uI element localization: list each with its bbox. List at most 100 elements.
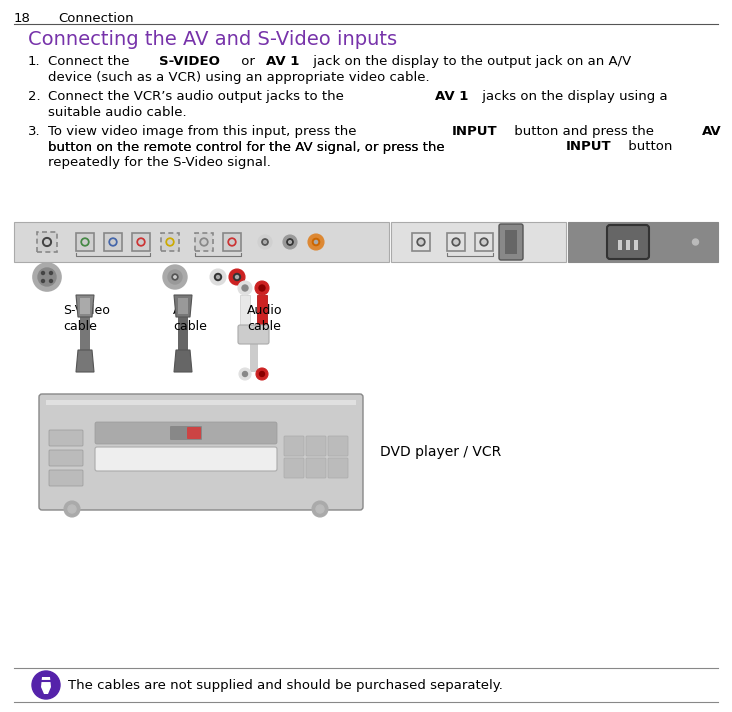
Circle shape	[168, 240, 172, 244]
FancyBboxPatch shape	[170, 426, 202, 440]
Circle shape	[81, 238, 89, 246]
Text: 18: 18	[14, 12, 31, 25]
Circle shape	[242, 285, 248, 291]
Text: Audio
cable: Audio cable	[247, 304, 283, 333]
FancyBboxPatch shape	[104, 233, 122, 251]
Text: INPUT: INPUT	[452, 125, 497, 138]
Circle shape	[242, 372, 247, 377]
Text: button and press the: button and press the	[510, 125, 659, 138]
FancyBboxPatch shape	[412, 233, 430, 251]
Bar	[178, 295, 188, 372]
Circle shape	[417, 238, 425, 246]
Circle shape	[64, 501, 80, 517]
Text: repeatedly for the S-Video signal.: repeatedly for the S-Video signal.	[48, 156, 271, 169]
Circle shape	[480, 238, 488, 246]
Bar	[240, 295, 250, 327]
Circle shape	[111, 240, 115, 244]
Text: DVD player / VCR: DVD player / VCR	[380, 445, 501, 459]
Circle shape	[313, 239, 320, 246]
Circle shape	[692, 239, 698, 245]
FancyBboxPatch shape	[39, 394, 363, 510]
FancyBboxPatch shape	[76, 233, 94, 251]
Text: jacks on the display using a: jacks on the display using a	[478, 90, 668, 103]
FancyBboxPatch shape	[568, 222, 718, 262]
Circle shape	[234, 273, 241, 281]
FancyBboxPatch shape	[14, 222, 389, 262]
Text: Connecting the AV and S-Video inputs: Connecting the AV and S-Video inputs	[28, 30, 397, 49]
Text: INPUT: INPUT	[565, 140, 611, 154]
Circle shape	[287, 239, 293, 245]
Text: The cables are not supplied and should be purchased separately.: The cables are not supplied and should b…	[68, 679, 503, 691]
FancyBboxPatch shape	[328, 436, 348, 456]
FancyBboxPatch shape	[49, 450, 83, 466]
Circle shape	[68, 505, 76, 513]
Bar	[634, 240, 638, 250]
Circle shape	[210, 269, 226, 285]
FancyBboxPatch shape	[95, 422, 277, 444]
Text: Connect the: Connect the	[48, 55, 134, 68]
Circle shape	[308, 234, 324, 250]
FancyBboxPatch shape	[607, 225, 649, 259]
Circle shape	[217, 276, 220, 278]
Text: button: button	[624, 140, 673, 154]
Text: Connection: Connection	[58, 12, 134, 25]
Text: 3.: 3.	[28, 125, 40, 138]
Circle shape	[139, 240, 143, 244]
Bar	[626, 240, 630, 250]
Bar	[46, 400, 356, 405]
Text: S-Video
cable: S-Video cable	[63, 304, 110, 333]
FancyBboxPatch shape	[306, 458, 326, 478]
Circle shape	[45, 240, 49, 244]
Circle shape	[33, 263, 61, 291]
Circle shape	[214, 273, 222, 281]
Text: AV 1: AV 1	[266, 55, 299, 68]
FancyBboxPatch shape	[49, 470, 83, 486]
Bar	[250, 342, 258, 372]
Circle shape	[236, 276, 239, 278]
Circle shape	[454, 240, 458, 244]
FancyBboxPatch shape	[238, 325, 269, 344]
Circle shape	[315, 241, 318, 244]
Polygon shape	[174, 350, 192, 372]
Circle shape	[200, 238, 208, 246]
Text: 1.: 1.	[28, 55, 40, 68]
Circle shape	[42, 238, 51, 246]
Text: button on the remote control for the AV signal, or press the: button on the remote control for the AV …	[48, 140, 449, 154]
Circle shape	[316, 505, 324, 513]
FancyBboxPatch shape	[447, 233, 465, 251]
FancyBboxPatch shape	[37, 232, 57, 252]
Text: AV
cable: AV cable	[173, 304, 207, 333]
FancyBboxPatch shape	[391, 222, 566, 262]
Circle shape	[229, 269, 245, 285]
FancyBboxPatch shape	[187, 427, 201, 439]
Bar	[618, 240, 622, 250]
FancyBboxPatch shape	[499, 224, 523, 260]
Text: S-VIDEO: S-VIDEO	[159, 55, 220, 68]
FancyBboxPatch shape	[132, 233, 150, 251]
Text: To view video image from this input, press the: To view video image from this input, pre…	[48, 125, 361, 138]
FancyBboxPatch shape	[49, 430, 83, 446]
Circle shape	[264, 241, 266, 244]
Circle shape	[255, 281, 269, 295]
Text: jack on the display to the output jack on an A/V: jack on the display to the output jack o…	[309, 55, 631, 68]
Text: or: or	[237, 55, 259, 68]
Circle shape	[283, 235, 297, 249]
Circle shape	[202, 240, 206, 244]
Bar	[80, 295, 90, 372]
Circle shape	[172, 274, 178, 280]
Bar	[80, 298, 90, 314]
Circle shape	[50, 271, 53, 275]
Circle shape	[166, 238, 174, 246]
Circle shape	[260, 372, 264, 377]
Circle shape	[42, 280, 45, 283]
Text: suitable audio cable.: suitable audio cable.	[48, 105, 187, 118]
Circle shape	[173, 276, 176, 278]
FancyBboxPatch shape	[328, 458, 348, 478]
Circle shape	[163, 265, 187, 289]
Circle shape	[259, 285, 265, 291]
Circle shape	[168, 270, 182, 284]
Circle shape	[419, 240, 423, 244]
Circle shape	[482, 240, 486, 244]
Circle shape	[256, 368, 268, 380]
Bar	[257, 295, 267, 327]
